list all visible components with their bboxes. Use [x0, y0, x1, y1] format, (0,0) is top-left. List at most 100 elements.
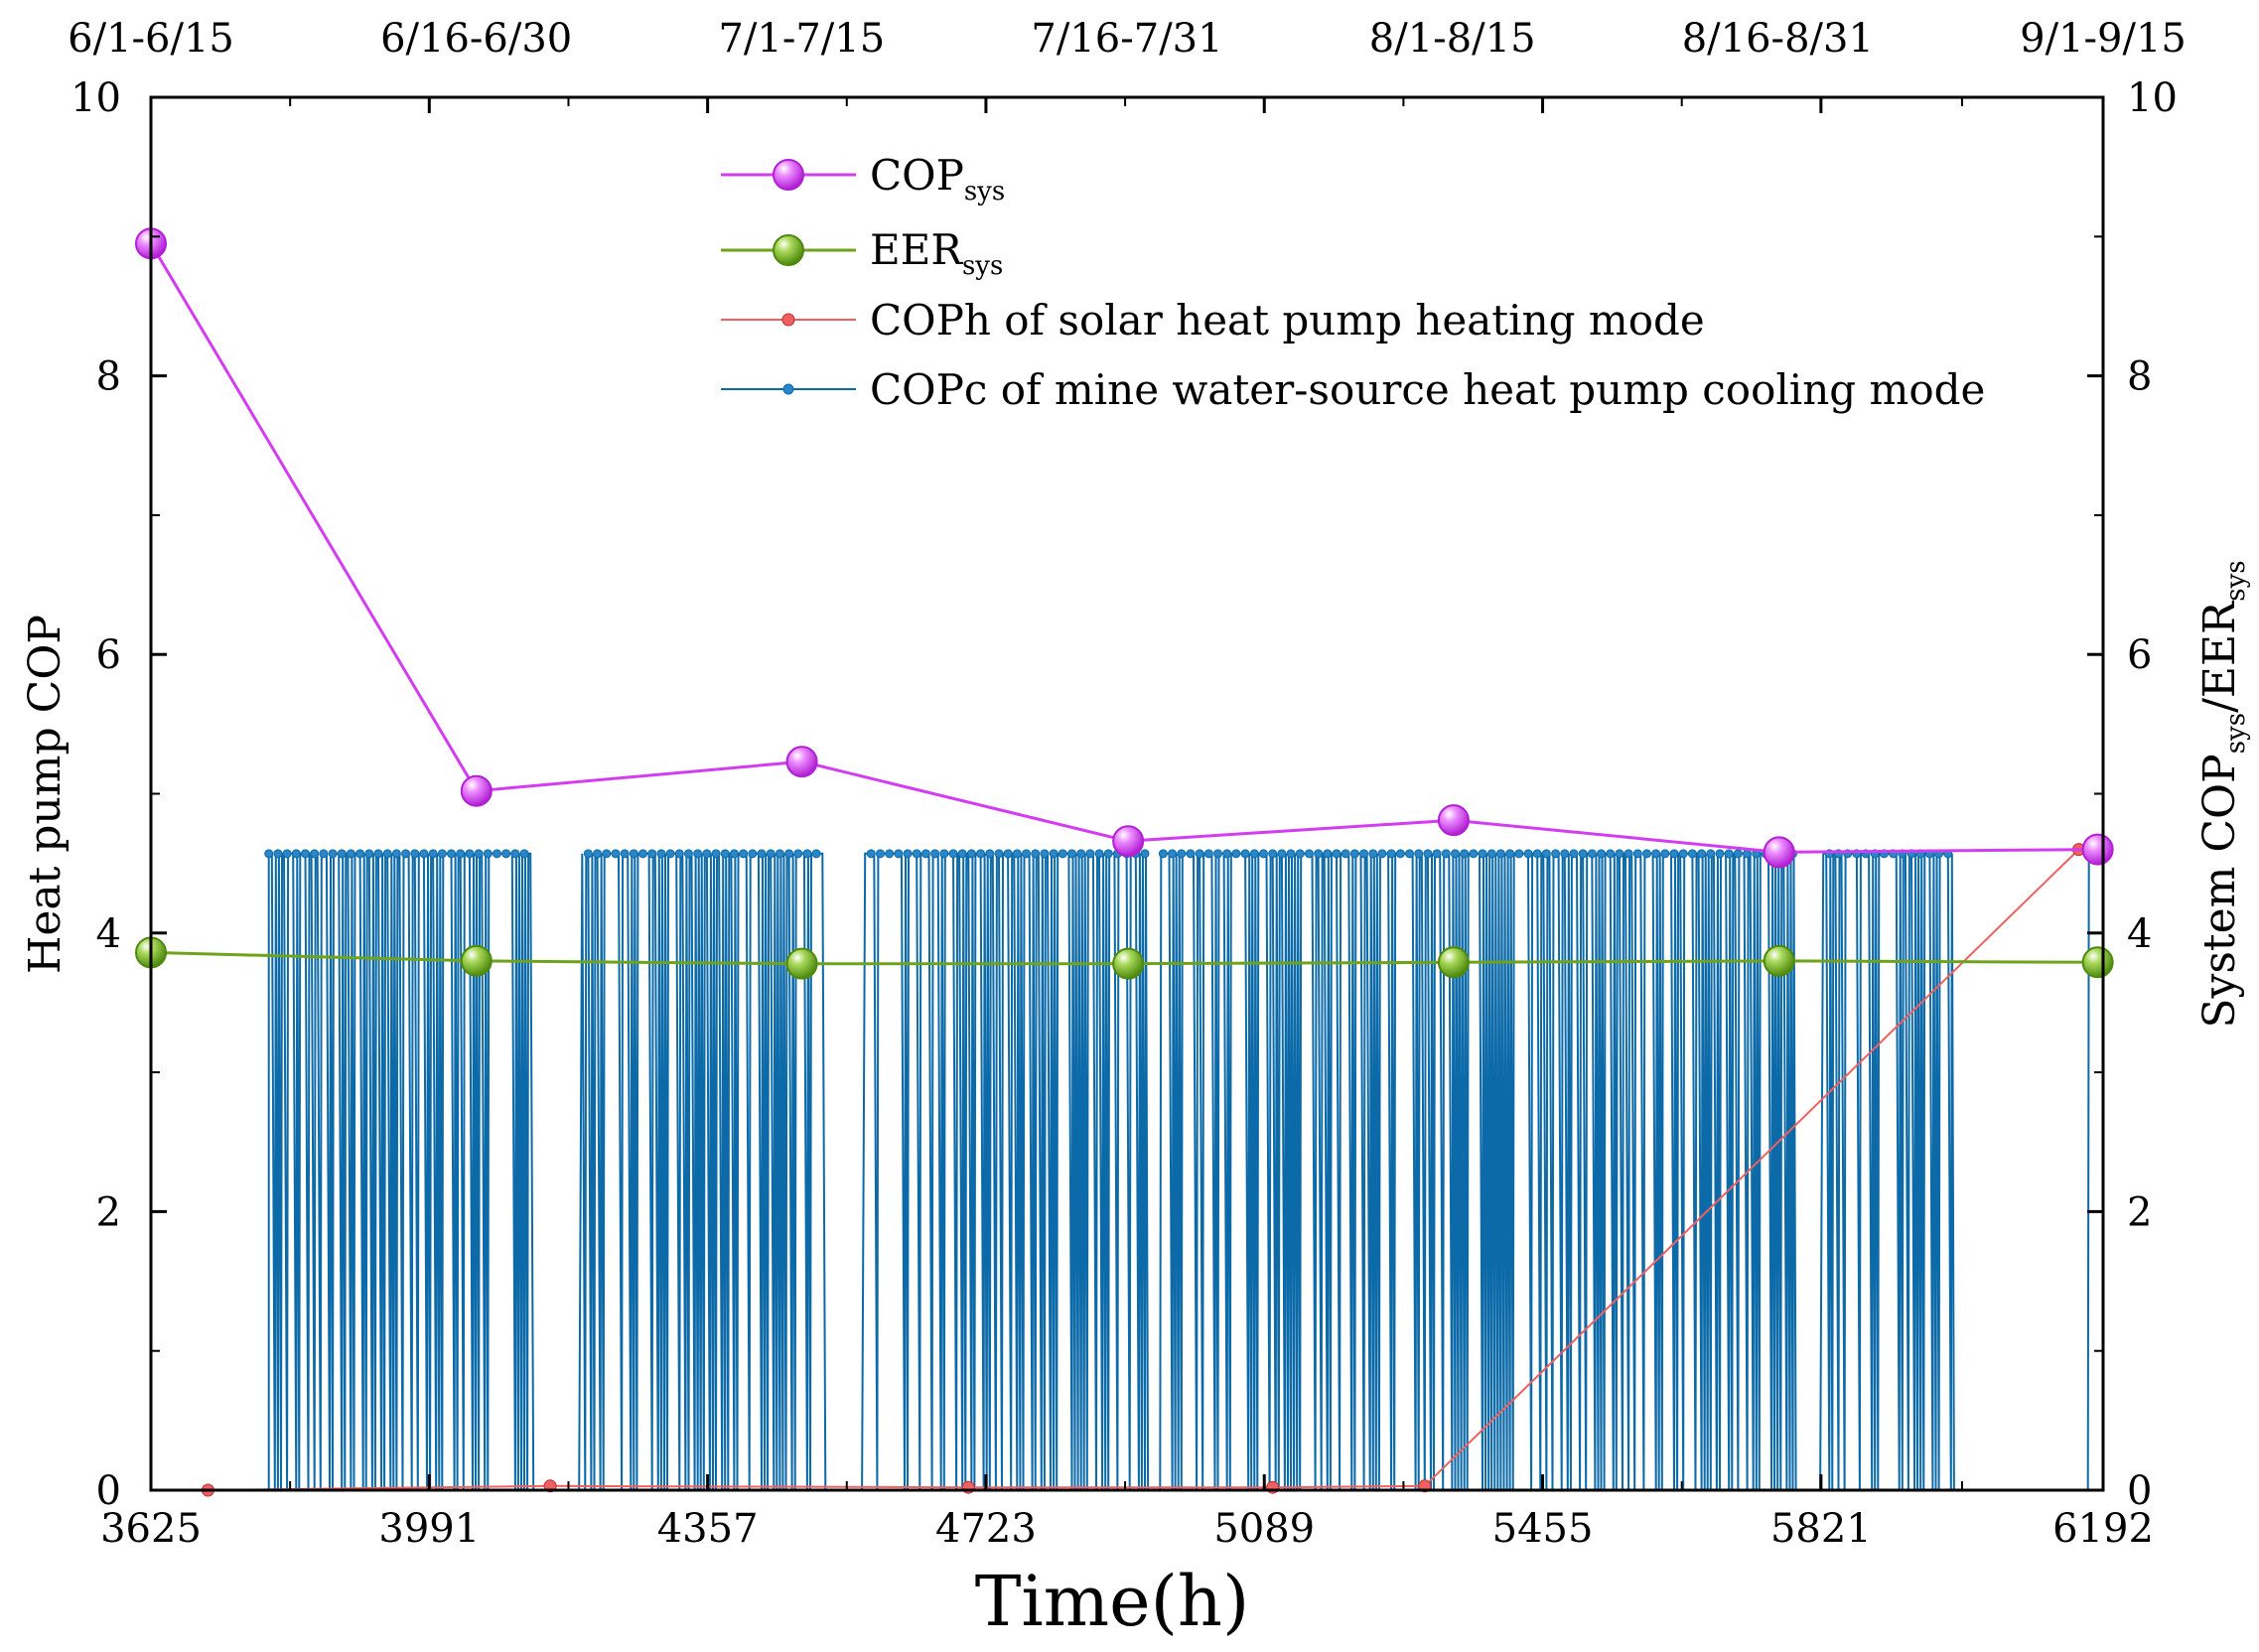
copc-point [456, 849, 466, 859]
copc-point [1222, 849, 1232, 859]
copc-point [593, 849, 603, 859]
copc-point [875, 849, 885, 859]
copc-point [1523, 849, 1533, 859]
copc-point [1213, 849, 1223, 859]
copc-point [1177, 849, 1187, 859]
copc-point [419, 849, 429, 859]
copc-point [1660, 849, 1670, 859]
copc-point [1551, 849, 1561, 859]
copc-point [401, 849, 411, 859]
y-left-tick-label: 10 [71, 75, 121, 121]
copc-point [1441, 849, 1451, 859]
copc-point [647, 849, 657, 859]
copc-point [1578, 849, 1588, 859]
x-tick-label: 4723 [935, 1506, 1037, 1552]
eer-point [785, 947, 818, 980]
copc-point [1094, 849, 1104, 859]
eer-point [1763, 944, 1795, 977]
copc-point [1587, 849, 1597, 859]
legend-copc-marker [782, 383, 794, 395]
y-axis-left-label: Heat pump COP [20, 615, 71, 974]
copc-point [866, 849, 876, 859]
copc-point [328, 849, 338, 859]
x-tick-label: 5455 [1492, 1506, 1594, 1552]
top-date-label: 7/16-7/31 [1031, 16, 1222, 62]
copc-point [711, 849, 721, 859]
copc-point [1359, 849, 1369, 859]
copc-series [151, 849, 2103, 1491]
copc-point [611, 849, 621, 859]
x-tick-label: 3991 [378, 1506, 480, 1552]
copc-point [1349, 849, 1359, 859]
copc-point [739, 849, 749, 859]
copc-point [1641, 849, 1651, 859]
copc-point [1003, 849, 1013, 859]
y-left-tick-label: 0 [96, 1468, 121, 1514]
copc-point [1514, 849, 1524, 859]
copc-point [1049, 849, 1059, 859]
copc-point [501, 849, 511, 859]
cop-point [460, 774, 493, 807]
copc-point [1286, 849, 1296, 859]
copc-point [1505, 849, 1515, 859]
copc-point [602, 849, 612, 859]
copc-point [811, 849, 821, 859]
y-right-tick-label: 10 [2127, 75, 2178, 121]
copc-point [1632, 849, 1642, 859]
copc-point [1341, 849, 1350, 859]
copc-point [1377, 849, 1387, 859]
cop-point [1112, 825, 1145, 858]
copc-point [1395, 849, 1405, 859]
copc-point [903, 849, 913, 859]
legend-copc-label: COPc of mine water-source heat pump cool… [870, 365, 1985, 414]
copc-point [1240, 849, 1250, 859]
copc-point [1478, 849, 1487, 859]
copc-point [1158, 849, 1168, 859]
copc-point [291, 849, 301, 859]
eer-point [1437, 946, 1470, 979]
top-date-label: 7/1-7/15 [718, 16, 885, 62]
copc-point [337, 849, 347, 859]
copc-point [1066, 849, 1076, 859]
copc-point [583, 849, 593, 859]
copc-point [1323, 849, 1333, 859]
y-right-tick-label: 4 [2127, 911, 2152, 957]
top-date-label: 6/1-6/15 [68, 16, 234, 62]
copc-point [1450, 849, 1460, 859]
copc-point [693, 849, 703, 859]
copc-point [1423, 849, 1433, 859]
copc-point [1268, 849, 1278, 859]
copc-point [1368, 849, 1378, 859]
legend-coph-marker [781, 313, 795, 327]
copc-point [1697, 849, 1707, 859]
copc-point [1249, 849, 1259, 859]
copc-point [966, 849, 976, 859]
copc-point [920, 849, 930, 859]
copc-point [1277, 849, 1287, 859]
eer-point [2081, 946, 2114, 979]
copc-point [319, 849, 329, 859]
cop-series [135, 227, 2114, 869]
copc-point [465, 849, 475, 859]
copc-point [994, 849, 1004, 859]
y-right-tick-label: 0 [2127, 1468, 2152, 1514]
copc-point [346, 849, 355, 859]
copc-point [1304, 849, 1314, 859]
top-date-label: 6/16-6/30 [380, 16, 572, 62]
copc-point [1495, 849, 1505, 859]
copc-point [748, 849, 758, 859]
copc-point [1414, 849, 1424, 859]
copc-point [1651, 849, 1661, 859]
y-left-tick-label: 8 [96, 354, 121, 400]
copc-point [957, 849, 967, 859]
legend-eer-marker [773, 234, 804, 266]
x-tick-label: 6192 [2052, 1506, 2154, 1552]
copc-point [976, 849, 986, 859]
copc-point [382, 849, 392, 859]
cop-point [785, 746, 818, 778]
copc-point [492, 849, 501, 859]
copc-point [410, 849, 420, 859]
copc-point [1715, 849, 1725, 859]
eer-point [1112, 947, 1145, 980]
copc-point [939, 849, 949, 859]
